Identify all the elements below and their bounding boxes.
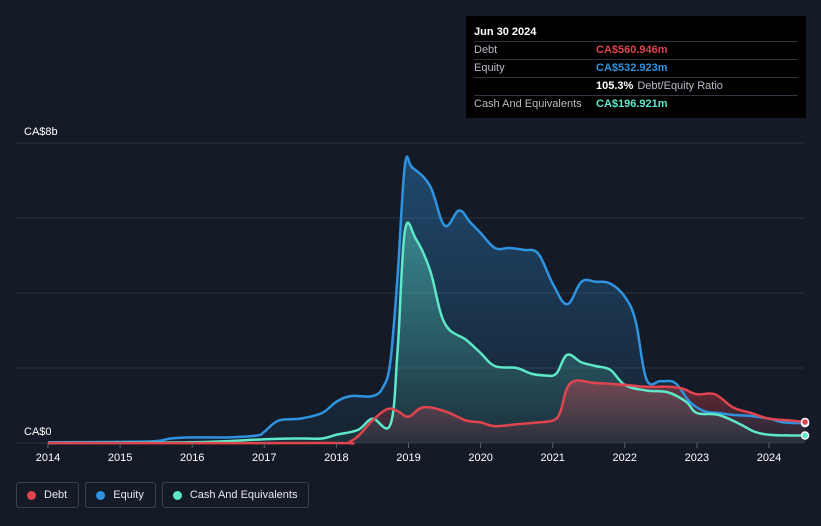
legend-label: Equity bbox=[113, 489, 144, 501]
x-tick-label: 2020 bbox=[468, 452, 492, 464]
tooltip-value: CA$532.923m bbox=[596, 62, 668, 74]
x-tick-label: 2021 bbox=[540, 452, 564, 464]
series-areas bbox=[48, 156, 806, 444]
tooltip-label: Cash And Equivalents bbox=[474, 98, 582, 110]
x-axis-ticks: 2014 2015 2016 2017 2018 2019 2020 2021 2022 2023… bbox=[36, 443, 781, 464]
legend: Debt Equity Cash And Equivalents bbox=[16, 482, 310, 510]
cash-endpoint bbox=[800, 431, 810, 440]
tooltip-row-equity: Equity CA$532.923m bbox=[474, 59, 798, 77]
x-tick-label: 2015 bbox=[108, 452, 132, 464]
series-endpoints bbox=[800, 417, 810, 440]
legend-item-equity[interactable]: Equity bbox=[85, 482, 156, 508]
x-tick-label: 2023 bbox=[685, 452, 709, 464]
x-tick-label: 2019 bbox=[396, 452, 420, 464]
equity-dot-icon bbox=[96, 490, 106, 500]
x-tick-label: 2017 bbox=[252, 452, 276, 464]
tooltip-row-cash: Cash And Equivalents CA$196.921m bbox=[474, 95, 798, 113]
legend-label: Cash And Equivalents bbox=[189, 489, 298, 501]
legend-item-debt[interactable]: Debt bbox=[16, 482, 80, 508]
x-tick-label: 2018 bbox=[324, 452, 348, 464]
x-tick-label: 2014 bbox=[36, 452, 60, 464]
cash-line bbox=[47, 221, 806, 445]
x-tick-label: 2024 bbox=[757, 452, 781, 464]
debt-equity-chart: 2014 2015 2016 2017 2018 2019 2020 2021 2022 2023… bbox=[16, 126, 810, 464]
tooltip-label: Debt bbox=[474, 44, 498, 56]
tooltip: Jun 30 2024 Debt CA$560.946m Equity CA$5… bbox=[466, 16, 806, 118]
tooltip-label bbox=[474, 78, 596, 95]
legend-label: Debt bbox=[44, 489, 68, 501]
x-tick-label: 2022 bbox=[613, 452, 637, 464]
cash-dot-icon bbox=[172, 490, 182, 500]
tooltip-label: Equity bbox=[474, 62, 505, 74]
tooltip-row-debt: Debt CA$560.946m bbox=[474, 41, 798, 59]
tooltip-row-ratio: 105.3% Debt/Equity Ratio bbox=[474, 77, 798, 95]
tooltip-date: Jun 30 2024 bbox=[474, 26, 537, 38]
legend-item-cash[interactable]: Cash And Equivalents bbox=[161, 482, 310, 508]
tooltip-value: CA$560.946m bbox=[596, 44, 668, 56]
tooltip-value: CA$196.921m bbox=[596, 98, 668, 110]
y-axis-top-label: CA$8b bbox=[24, 126, 58, 138]
series-lines bbox=[47, 155, 806, 445]
debt-dot-icon bbox=[27, 490, 36, 500]
debt-endpoint bbox=[800, 417, 810, 427]
x-tick-label: 2016 bbox=[180, 452, 204, 464]
tooltip-subtext: Debt/Equity Ratio bbox=[637, 80, 723, 92]
debt-area bbox=[48, 380, 806, 444]
y-axis-bottom-label: CA$0 bbox=[24, 426, 52, 438]
debt-line bbox=[47, 379, 806, 445]
tooltip-value: 105.3% bbox=[596, 80, 634, 92]
